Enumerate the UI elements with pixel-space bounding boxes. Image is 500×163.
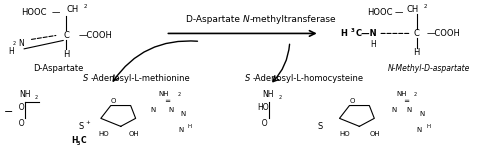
Text: CH: CH [66,5,78,14]
Text: H: H [414,48,420,57]
Text: OH: OH [128,131,139,137]
Text: NH: NH [19,90,30,99]
Text: D-Aspartate: D-Aspartate [34,64,84,73]
Text: H: H [370,40,376,49]
Text: HOOC: HOOC [22,8,47,17]
Text: 2: 2 [278,95,281,100]
Text: HOOC: HOOC [367,8,392,17]
Text: N: N [180,111,186,117]
Text: 3: 3 [76,141,80,147]
Text: H: H [188,124,192,129]
Text: OH: OH [370,131,380,137]
Text: NH: NH [158,91,168,97]
Text: HO: HO [340,131,350,137]
Text: S: S [83,74,88,83]
Text: 2: 2 [414,92,417,97]
Text: —: — [394,8,402,17]
Text: HO: HO [98,131,109,137]
Text: N: N [406,107,412,113]
Text: O: O [14,119,24,128]
Text: S: S [244,74,250,83]
Text: ═: ═ [404,98,408,104]
Text: —COOH: —COOH [78,30,112,40]
Text: —COOH: —COOH [426,29,460,38]
Text: —: — [51,8,60,17]
Text: -Adenosyl-L-homocysteine: -Adenosyl-L-homocysteine [252,74,364,83]
Text: 2: 2 [12,41,16,45]
Text: S: S [78,122,84,131]
Text: D-Aspartate: D-Aspartate [186,15,242,23]
Text: N: N [150,107,156,113]
Text: 2: 2 [178,92,181,97]
Text: H: H [71,136,78,145]
Text: CH: CH [406,5,419,14]
Text: N: N [392,107,397,113]
Text: +: + [85,120,89,125]
Text: O: O [349,98,354,104]
Text: H: H [8,47,14,56]
Text: NH: NH [396,91,407,97]
Text: H: H [340,29,347,38]
Text: C: C [414,29,420,38]
Text: H: H [426,124,430,129]
Text: 3: 3 [351,28,355,33]
Text: ═: ═ [166,98,170,104]
Text: S: S [317,122,322,131]
Text: N: N [168,107,173,113]
Text: C: C [81,136,86,145]
Text: 2: 2 [84,4,87,9]
Text: N: N [178,126,183,133]
Text: -methyltransferase: -methyltransferase [250,15,336,23]
Text: 2: 2 [34,95,38,100]
Text: N: N [419,111,424,117]
Text: N: N [416,126,422,133]
Text: -Adenosyl-L-methionine: -Adenosyl-L-methionine [91,74,190,83]
Text: N: N [242,15,250,23]
Text: H: H [63,50,69,59]
Text: −: − [4,107,13,117]
Text: C—N: C—N [356,29,377,38]
Text: O: O [258,119,268,128]
Text: N-Methyl-D-aspartate: N-Methyl-D-aspartate [388,64,470,73]
Text: 2: 2 [424,4,428,9]
Text: O: O [110,98,116,104]
Text: NH: NH [262,90,274,99]
Text: O: O [14,103,24,112]
Text: HO: HO [258,103,269,112]
Text: C: C [63,30,69,40]
Text: N: N [18,38,24,48]
